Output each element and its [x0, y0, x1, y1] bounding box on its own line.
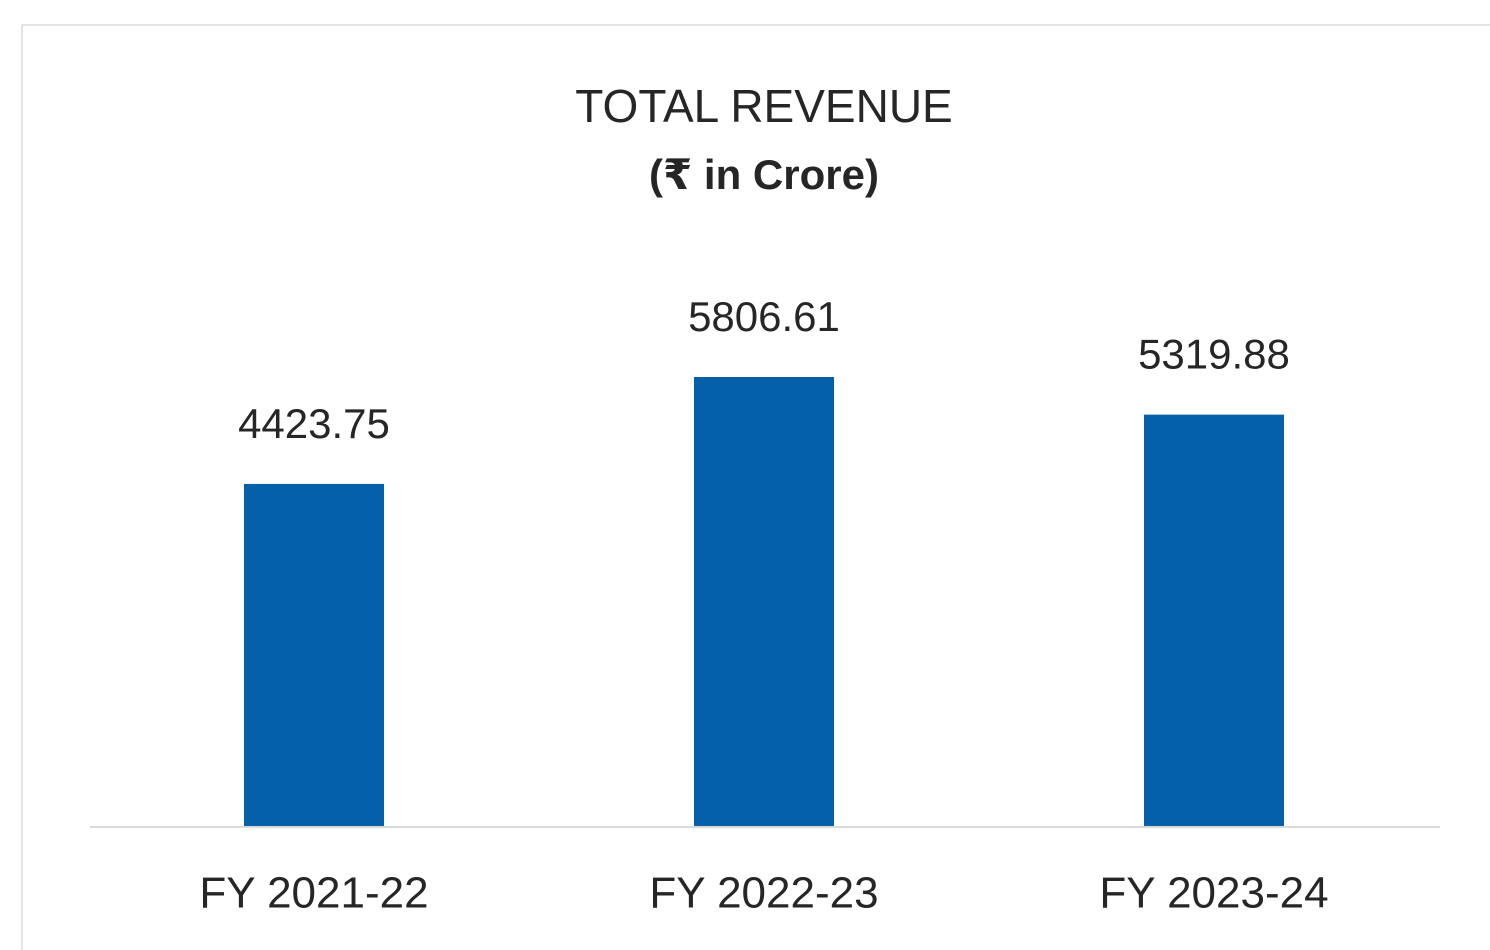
x-tick-label: FY 2022-23	[649, 869, 878, 918]
bar	[694, 377, 834, 826]
data-label: 5806.61	[688, 293, 840, 340]
x-tick-label: FY 2021-22	[199, 869, 428, 918]
data-label: 5319.88	[1138, 331, 1290, 378]
chart-subtitle: (₹ in Crore)	[649, 151, 879, 198]
bar	[244, 483, 384, 826]
x-tick-label: FY 2023-24	[1099, 869, 1328, 918]
chart-title: TOTAL REVENUE	[575, 80, 952, 132]
data-label: 4423.75	[238, 400, 390, 447]
bar	[1144, 414, 1284, 826]
